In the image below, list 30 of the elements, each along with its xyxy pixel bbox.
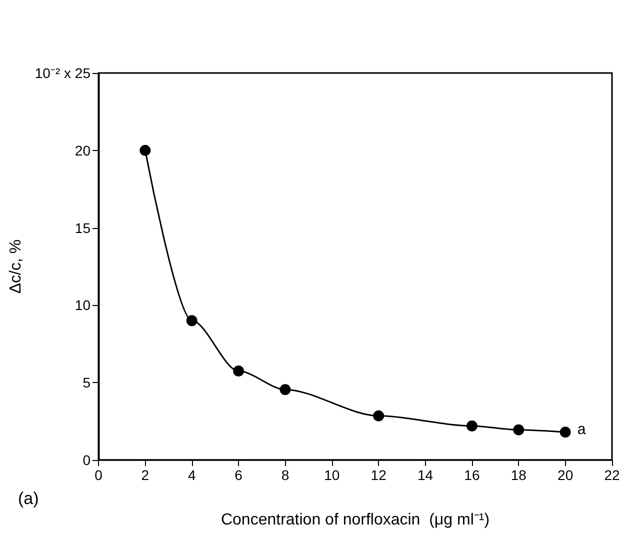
x-tick-label: 18 — [510, 467, 527, 483]
x-tick-label: 20 — [558, 467, 574, 483]
point — [140, 144, 151, 156]
x-tick-label: 12 — [370, 467, 387, 483]
x-tick-label: 6 — [234, 467, 243, 483]
text: (a) — [18, 489, 39, 508]
y-tick-label: 10⁻² x 25 — [34, 65, 91, 81]
point — [373, 410, 384, 422]
x-tick-label: 14 — [417, 467, 434, 483]
point — [186, 315, 198, 326]
y-tick-label: 5 — [82, 374, 91, 391]
point — [280, 384, 291, 396]
x-tick-label: 4 — [188, 467, 196, 483]
x-tick-label: 16 — [464, 467, 480, 483]
x-tick-label: 8 — [281, 467, 290, 483]
y-axis-title: Δc/c, % — [8, 239, 24, 294]
point — [560, 426, 571, 438]
point — [513, 424, 524, 436]
x-tick-label: 10 — [324, 467, 340, 483]
annotation: a — [577, 421, 586, 438]
x-axis-title: Concentration of norfloxacin (μg ml⁻¹) — [220, 512, 490, 528]
point — [466, 420, 478, 432]
y-tick-label: 0 — [82, 452, 91, 468]
y-tick-label: 10 — [74, 297, 91, 314]
y-tick-label: 15 — [74, 220, 91, 236]
x-tick-label: 2 — [141, 467, 150, 483]
x-tick-label: 0 — [94, 467, 103, 483]
x-tick-label: 22 — [604, 467, 620, 483]
y-tick-label: 20 — [74, 142, 91, 158]
point — [233, 365, 244, 376]
